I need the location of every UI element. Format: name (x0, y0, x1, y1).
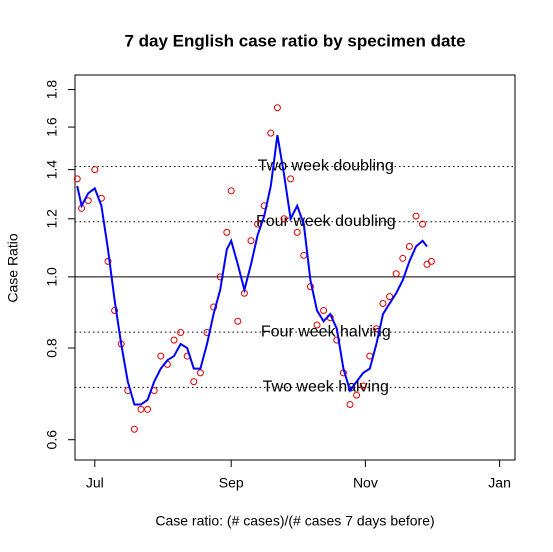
y-tick-label: 1.2 (44, 209, 60, 229)
data-point (130, 425, 138, 433)
data-point (196, 369, 204, 377)
y-tick-label: 1.0 (44, 267, 60, 287)
y-tick-label: 1.6 (44, 117, 60, 137)
chart-title: 7 day English case ratio by specimen dat… (124, 31, 465, 50)
data-point (247, 237, 255, 245)
data-point (227, 187, 235, 195)
data-point (267, 129, 275, 137)
trend-line (76, 134, 428, 406)
data-point (405, 243, 413, 251)
data-point (379, 299, 387, 307)
data-point (412, 212, 420, 220)
data-point (177, 328, 185, 336)
y-tick-label: 0.6 (44, 430, 60, 450)
data-point (392, 270, 400, 278)
plot-frame (74, 74, 516, 461)
data-point (293, 228, 301, 236)
data-point (91, 166, 99, 174)
data-point (273, 104, 281, 112)
data-point (313, 321, 321, 329)
data-point (353, 391, 361, 399)
data-point (157, 352, 165, 360)
reference-label: Four week doubling (256, 213, 396, 230)
data-point (234, 317, 242, 325)
data-point (386, 293, 394, 301)
data-point (359, 382, 367, 390)
data-point (399, 254, 407, 262)
data-point (333, 336, 341, 344)
data-point (144, 405, 152, 413)
data-point (104, 257, 112, 265)
data-point (287, 175, 295, 183)
data-point (73, 175, 81, 183)
data-point (280, 215, 288, 223)
x-tick-label: Jul (86, 475, 104, 491)
data-point (170, 336, 178, 344)
y-tick-label: 0.8 (44, 338, 60, 358)
data-point (210, 303, 218, 311)
data-point (190, 378, 198, 386)
reference-label: Four week halving (261, 323, 391, 340)
x-tick-label: Nov (353, 475, 378, 491)
data-point (320, 306, 328, 314)
reference-label: Two week doubling (258, 158, 394, 175)
data-point (419, 220, 427, 228)
reference-label: Two week halving (263, 379, 389, 396)
data-point (223, 228, 231, 236)
x-axis-label: Case ratio: (# cases)/(# cases 7 days be… (155, 513, 434, 529)
data-point (137, 405, 145, 413)
x-tick-label: Sep (219, 475, 244, 491)
data-point (427, 257, 435, 265)
y-tick-label: 1.8 (44, 80, 60, 100)
data-point (111, 306, 119, 314)
x-tick-label: Jan (488, 475, 511, 491)
data-point (346, 401, 354, 409)
y-tick-label: 1.4 (44, 160, 60, 180)
y-axis-label: Case Ratio (5, 233, 21, 302)
